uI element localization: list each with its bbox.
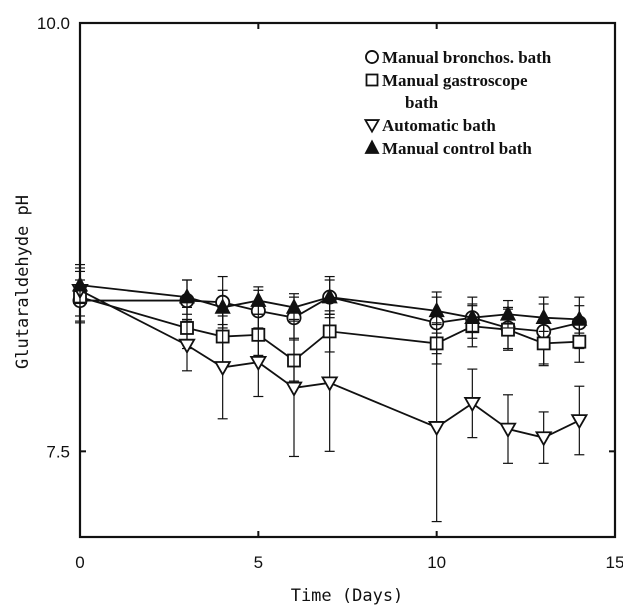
legend-marker (363, 119, 381, 134)
data-point (499, 305, 517, 321)
data-point (571, 310, 588, 326)
axes: 0 5 10 15 7.5 10.0 (37, 14, 623, 572)
x-tick-label: 10 (427, 553, 446, 572)
data-point (285, 381, 303, 397)
series-4 (71, 267, 588, 334)
data-point (463, 397, 482, 413)
data-point (572, 334, 587, 349)
legend-label: Manual gastroscope (382, 71, 528, 90)
data-point (464, 308, 481, 324)
data-point (249, 355, 268, 372)
x-tick-label: 5 (254, 553, 263, 572)
data-point (71, 276, 89, 292)
legend-item: Manual bronchos. bath (365, 48, 552, 67)
legend: Manual bronchos. bath Manual gastroscope b… (363, 48, 552, 158)
data-point (250, 291, 267, 307)
legend-marker (365, 73, 379, 87)
data-point (534, 431, 553, 447)
legend-label: Manual bronchos. bath (382, 48, 552, 67)
data-point (321, 287, 338, 304)
y-tick-label: 7.5 (46, 442, 70, 461)
data-point (536, 336, 551, 351)
data-point (178, 338, 196, 355)
x-tick-label: 0 (75, 553, 84, 572)
legend-item: Manual control bath (364, 139, 532, 158)
x-axis-title: Time (Days) (291, 586, 404, 606)
legend-label: Manual control bath (382, 139, 532, 158)
y-tick-label: 10.0 (37, 14, 70, 33)
data-point (427, 421, 446, 437)
series-layer (71, 263, 589, 523)
data-point (499, 422, 517, 439)
legend-label: Automatic bath (382, 116, 496, 135)
data-point (213, 361, 232, 377)
legend-marker (365, 50, 379, 64)
legend-item: Manual gastroscope bath (365, 71, 528, 112)
data-point (320, 376, 339, 392)
legend-label: bath (405, 93, 439, 112)
y-axis-title: Glutaraldehyde pH (13, 195, 33, 369)
data-point (428, 301, 445, 318)
data-point (535, 308, 552, 324)
legend-marker (364, 139, 380, 154)
data-point (214, 298, 231, 314)
data-point (285, 298, 303, 314)
plot-frame (78, 21, 617, 539)
data-point (570, 414, 589, 430)
data-point (178, 287, 196, 304)
legend-item: Automatic bath (363, 116, 496, 135)
x-tick-label: 15 (606, 553, 623, 572)
